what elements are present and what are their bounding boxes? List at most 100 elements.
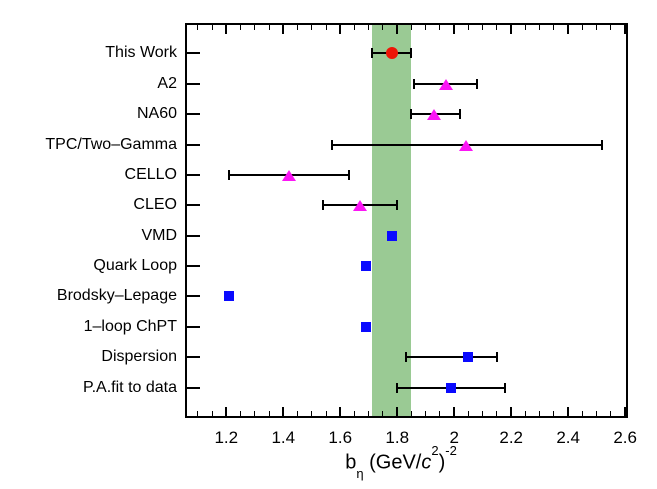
x-tick-label: 1.8: [385, 428, 410, 447]
x-minor-tick-bottom: [410, 411, 412, 416]
x-axis-title-c: c: [421, 451, 432, 474]
x-major-tick-top: [624, 25, 627, 34]
x-axis-title-subscript-eta: η: [356, 465, 364, 481]
x-minor-tick-bottom: [354, 411, 355, 416]
x-major-tick-bottom: [225, 407, 228, 416]
category-label: 1–loop ChPT: [83, 317, 177, 335]
data-point-square-marker: [224, 291, 235, 302]
error-bar-left-cap: [413, 78, 416, 89]
x-minor-tick-top: [467, 25, 469, 30]
x-major-tick-bottom: [453, 407, 456, 416]
x-minor-tick-bottom: [610, 411, 612, 416]
data-point-circle-marker: [385, 47, 398, 60]
x-axis-title-symbol: b: [345, 451, 357, 474]
data-point-triangle-marker: [438, 78, 453, 90]
uncertainty-band: [371, 25, 412, 416]
x-tick-label: 2: [449, 428, 459, 447]
x-major-tick-top: [510, 25, 513, 34]
x-minor-tick-bottom: [581, 411, 583, 416]
x-minor-tick-bottom: [467, 411, 469, 416]
x-minor-tick-bottom: [325, 411, 327, 416]
x-minor-tick-top: [240, 25, 242, 30]
error-bar: [405, 356, 497, 359]
x-minor-tick-top: [524, 25, 526, 30]
data-point-square-marker: [463, 352, 474, 363]
x-minor-tick-top: [581, 25, 583, 30]
data-point-triangle-marker: [281, 169, 296, 181]
error-bar-right-cap: [410, 48, 413, 59]
data-point-triangle-marker: [458, 139, 473, 151]
x-major-tick-bottom: [567, 407, 570, 416]
x-minor-tick-bottom: [254, 411, 256, 416]
x-minor-tick-bottom: [297, 411, 299, 416]
x-minor-tick-top: [425, 25, 427, 30]
category-label: Dispersion: [101, 348, 177, 366]
category-label: TPC/Two–Gamma: [45, 135, 177, 153]
y-tick: [187, 173, 200, 176]
x-minor-tick-top: [254, 25, 256, 30]
x-major-tick-bottom: [510, 407, 513, 416]
y-tick: [187, 386, 200, 389]
y-tick: [187, 143, 200, 146]
x-axis-title: bη (GeV/c2)-2: [281, 443, 521, 481]
category-label: This Work: [105, 44, 177, 62]
category-label: NA60: [136, 105, 177, 123]
error-bar-right-cap: [347, 169, 350, 180]
x-axis-title-c-exponent: 2: [431, 443, 439, 458]
data-point-square-marker: [446, 382, 457, 393]
y-tick: [187, 52, 200, 55]
x-minor-tick-top: [211, 25, 213, 30]
x-minor-tick-bottom: [240, 411, 242, 416]
x-minor-tick-top: [553, 25, 555, 30]
x-minor-tick-bottom: [596, 411, 598, 416]
x-minor-tick-bottom: [539, 411, 541, 416]
error-bar-left-cap: [396, 382, 399, 393]
y-tick: [187, 356, 200, 359]
x-minor-tick-top: [368, 25, 370, 30]
x-major-tick-top: [396, 25, 399, 34]
x-minor-tick-bottom: [524, 411, 526, 416]
x-axis-title-exponent: -2: [445, 443, 457, 458]
x-major-tick-bottom: [282, 407, 285, 416]
data-point-square-marker: [386, 230, 397, 241]
y-tick: [187, 204, 200, 207]
x-tick-label: 2.6: [613, 428, 637, 447]
error-bar-left-cap: [228, 169, 231, 180]
error-bar-right-cap: [476, 78, 478, 89]
x-minor-tick-bottom: [368, 411, 370, 416]
category-label: Brodsky–Lepage: [56, 287, 177, 305]
x-minor-tick-top: [410, 25, 412, 30]
x-minor-tick-top: [439, 25, 441, 30]
error-bar-right-cap: [601, 139, 604, 150]
x-minor-tick-bottom: [268, 411, 270, 416]
x-minor-tick-top: [268, 25, 270, 30]
error-bar-left-cap: [322, 200, 325, 211]
x-tick-label: 1.4: [271, 428, 296, 447]
error-bar-left-cap: [404, 352, 407, 363]
x-major-tick-bottom: [396, 407, 399, 416]
x-minor-tick-top: [311, 25, 313, 30]
x-tick-label: 1.2: [214, 428, 239, 447]
x-axis-title-units-close: ): [438, 451, 446, 474]
y-tick: [187, 295, 200, 298]
x-minor-tick-bottom: [311, 411, 313, 416]
x-axis-title-units-open: (GeV/: [363, 451, 422, 474]
x-tick-label: 2.4: [556, 428, 580, 447]
x-minor-tick-top: [197, 25, 199, 30]
x-major-tick-top: [282, 25, 285, 34]
error-bar-right-cap: [495, 352, 498, 363]
category-label: CLEO: [133, 196, 177, 214]
x-minor-tick-top: [596, 25, 598, 30]
x-minor-tick-top: [482, 25, 484, 30]
x-minor-tick-bottom: [382, 411, 384, 416]
error-bar-left-cap: [370, 48, 373, 59]
x-tick-label: 1.6: [328, 428, 353, 447]
x-major-tick-top: [453, 25, 456, 34]
y-tick: [187, 113, 200, 116]
x-minor-tick-top: [496, 25, 498, 30]
x-minor-tick-bottom: [553, 411, 555, 416]
x-minor-tick-bottom: [482, 411, 484, 416]
x-minor-tick-top: [610, 25, 612, 30]
x-minor-tick-top: [382, 25, 384, 30]
x-major-tick-top: [567, 25, 570, 34]
